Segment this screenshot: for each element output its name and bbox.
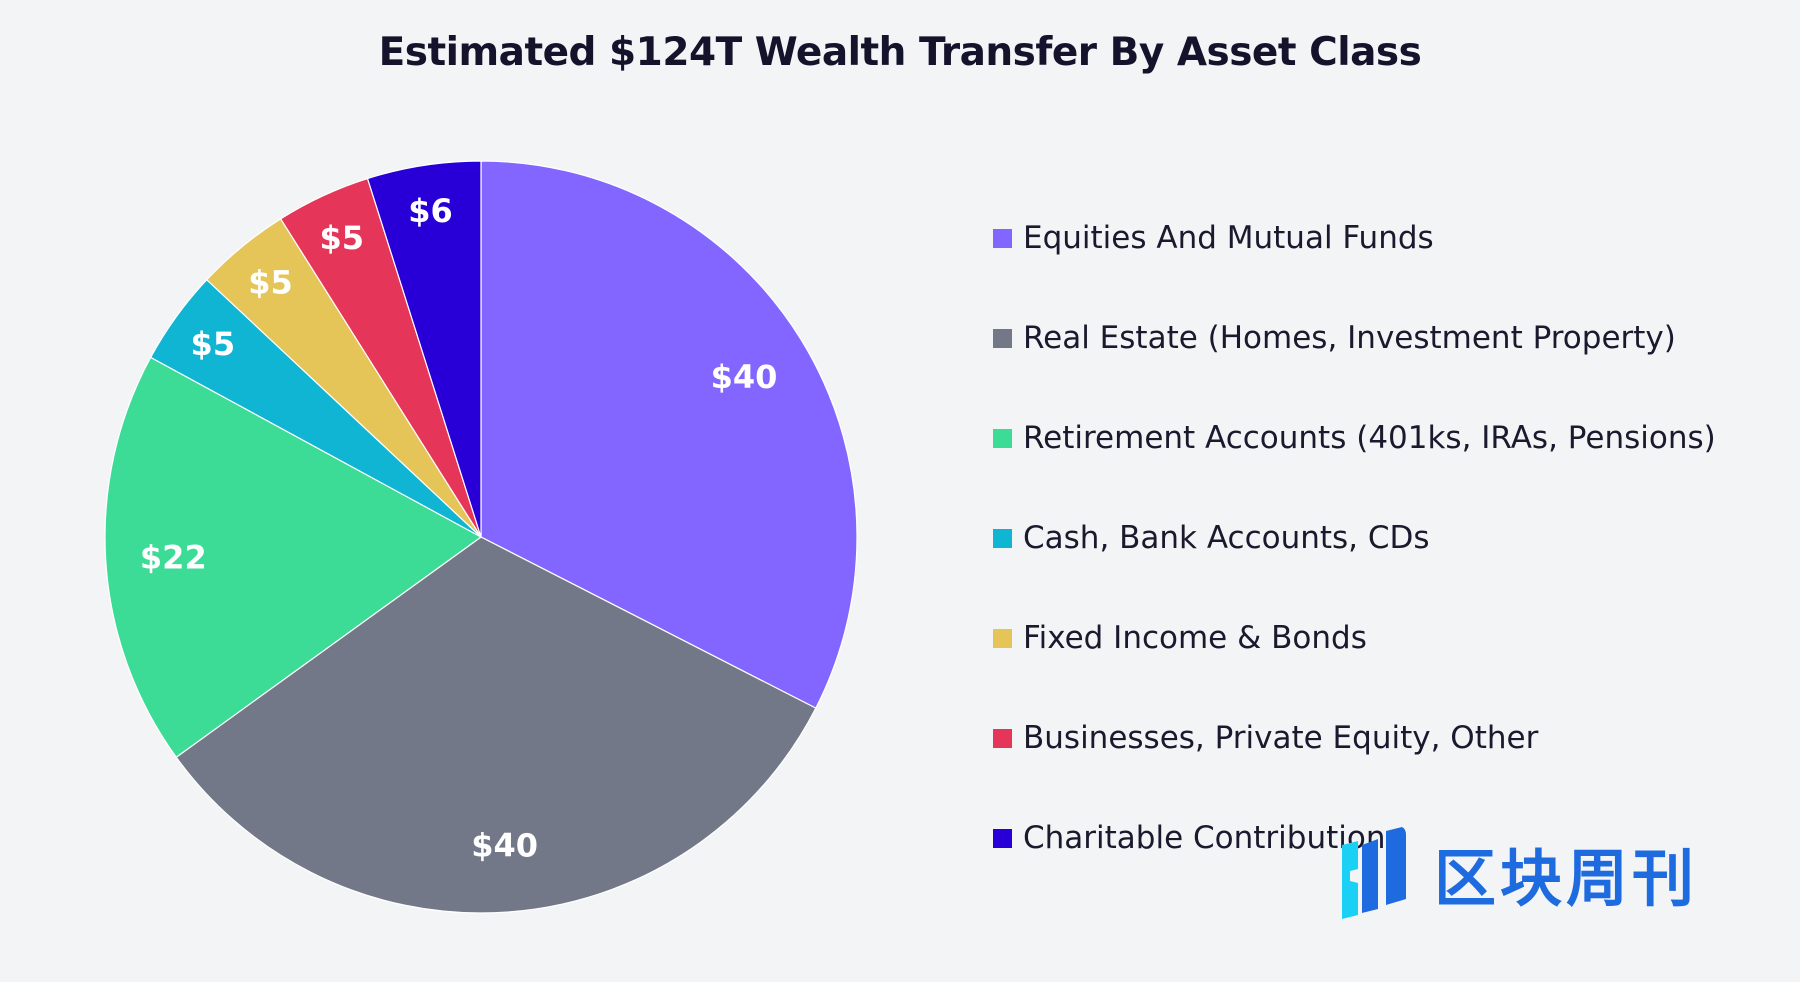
legend-label: Equities And Mutual Funds (1023, 220, 1434, 256)
watermark-logo: 区块周刊 (1340, 825, 1698, 921)
data-label: $40 (711, 358, 778, 396)
legend-label: Real Estate (Homes, Investment Property) (1023, 320, 1676, 356)
data-label: $5 (320, 219, 365, 257)
data-label: $5 (248, 264, 293, 302)
pie-slice (104, 356, 483, 759)
legend-item: Charitable Contributions (993, 818, 1402, 858)
legend-swatch (993, 428, 1012, 448)
chart-title: Estimated $124T Wealth Transfer By Asset… (378, 30, 1422, 75)
legend-label: Fixed Income & Bonds (1023, 620, 1367, 656)
data-label: $22 (140, 539, 207, 577)
pie-slice (480, 160, 858, 709)
data-label: $5 (191, 325, 236, 363)
legend-swatch (993, 828, 1012, 848)
legend-label: Cash, Bank Accounts, CDs (1023, 520, 1430, 556)
legend-swatch (993, 228, 1012, 248)
legend-label: Charitable Contributions (1023, 820, 1402, 856)
legend-label: Retirement Accounts (401ks, IRAs, Pensio… (1023, 420, 1716, 456)
legend-swatch (993, 728, 1012, 748)
legend-item: Fixed Income & Bonds (993, 618, 1367, 658)
legend-label: Businesses, Private Equity, Other (1023, 720, 1539, 756)
legend-item: Retirement Accounts (401ks, IRAs, Pensio… (993, 418, 1716, 458)
data-label: $6 (408, 192, 453, 230)
logo-icon (1342, 827, 1406, 919)
legend-item: Cash, Bank Accounts, CDs (993, 518, 1430, 558)
legend-swatch (993, 628, 1012, 648)
watermark-text: 区块周刊 (1434, 842, 1699, 915)
legend-item: Businesses, Private Equity, Other (993, 718, 1538, 758)
pie-slice (175, 536, 817, 914)
pie-slice (366, 160, 482, 538)
legend-item: Real Estate (Homes, Investment Property) (993, 318, 1676, 358)
legend-swatch (993, 328, 1012, 348)
data-label: $40 (471, 826, 538, 864)
legend-item: Equities And Mutual Funds (993, 218, 1434, 258)
legend-swatch (993, 528, 1012, 548)
